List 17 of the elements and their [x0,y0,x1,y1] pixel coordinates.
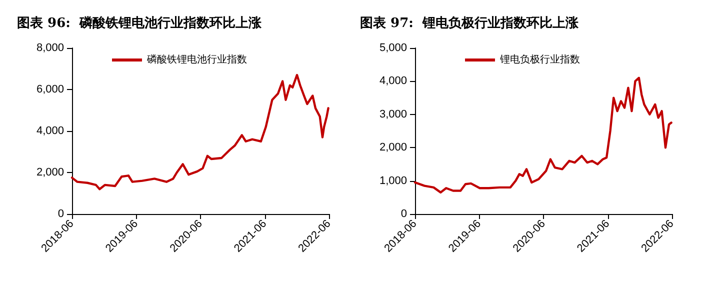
y-tick-label: 0 [400,208,407,220]
line-series [414,76,672,194]
y-tick-label: 4,000 [36,125,64,137]
y-tick-label: 8,000 [36,42,64,54]
y-tick-label: 5,000 [379,42,407,54]
y-tick-label: 4,000 [379,75,407,88]
legend-label: 锂电负极行业指数 [499,54,580,66]
y-tick-label: 2,000 [36,166,64,178]
legend-label: 磷酸铁锂电池行业指数 [146,54,247,66]
chart-title: 图表 96: 磷酸铁锂电池行业指数环比上涨 [17,15,262,31]
y-tick-label: 2,000 [379,142,407,154]
y-tick-label: 6,000 [36,84,64,96]
chart-title: 图表 97: 锂电负极行业指数环比上涨 [360,16,580,31]
y-tick-label: 1,000 [379,174,407,187]
y-tick-label: 0 [58,208,64,220]
line-series [70,74,330,190]
y-tick-label: 3,000 [379,108,407,120]
